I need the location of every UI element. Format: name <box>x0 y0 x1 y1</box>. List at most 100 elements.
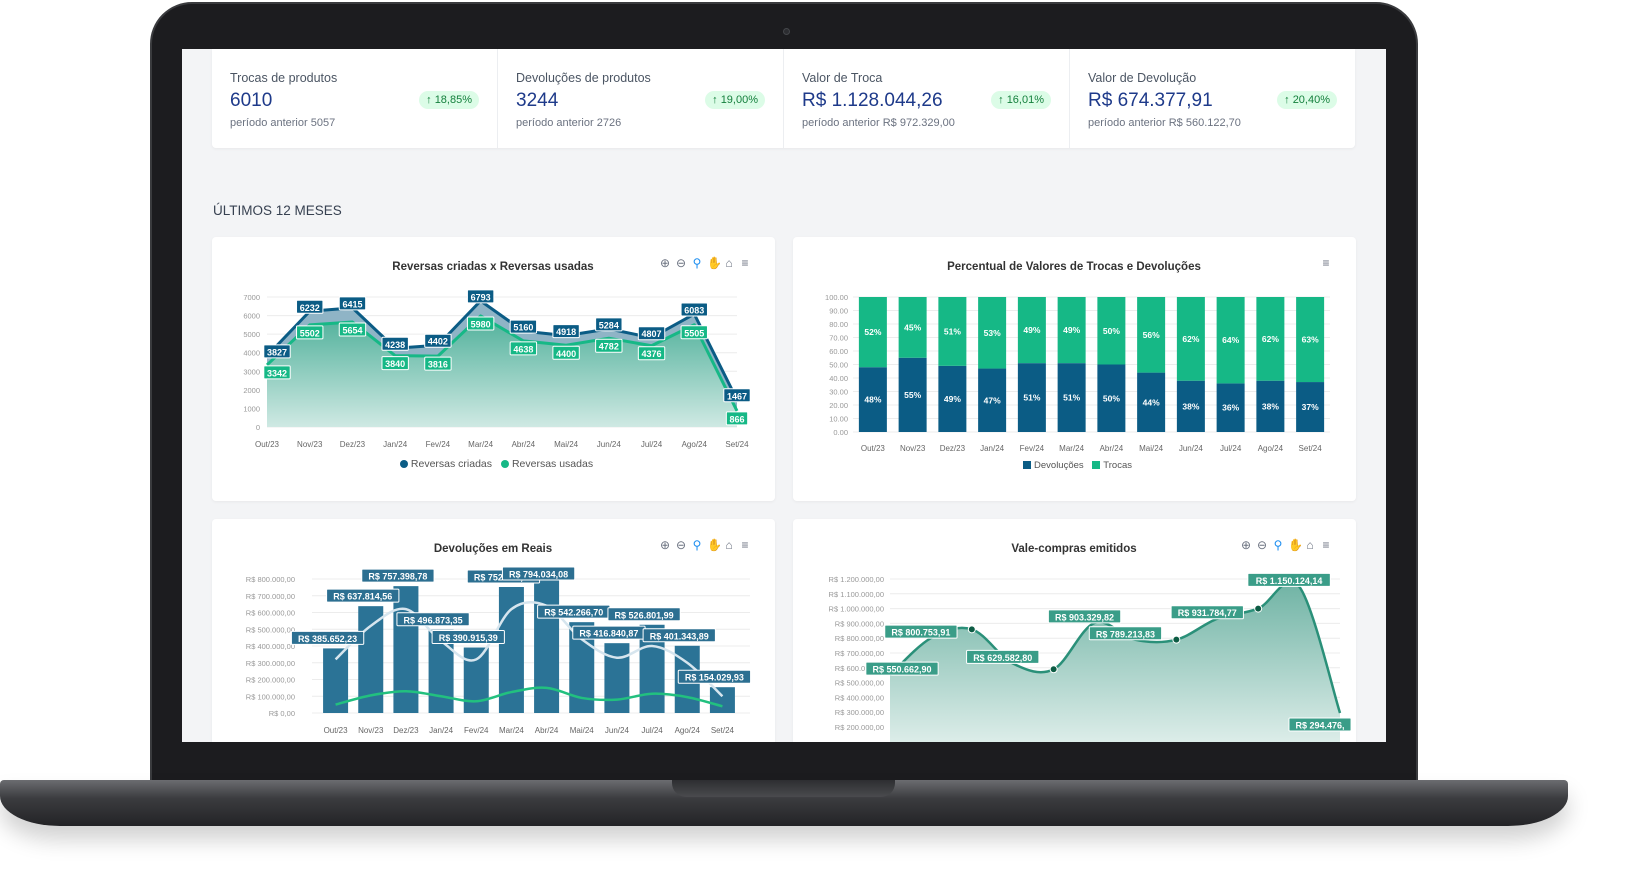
bar-trocas[interactable] <box>1057 297 1086 364</box>
bar-devolucao-reais[interactable] <box>534 579 560 713</box>
bar-devolucoes[interactable] <box>1216 383 1245 432</box>
y-tick-label: R$ 700.000,00 <box>246 592 295 601</box>
data-label-criadas-text: 3827 <box>267 347 287 357</box>
bar-devolucoes[interactable] <box>1137 372 1166 432</box>
data-label-devolucao-text: R$ 385.652,23 <box>298 634 357 644</box>
bar-trocas[interactable] <box>1017 297 1046 364</box>
legend-item[interactable]: Trocas <box>1103 460 1132 471</box>
data-label-devolucao-text: R$ 794.034,08 <box>509 570 568 580</box>
bar-devolucoes[interactable] <box>1057 363 1086 432</box>
y-tick-label: 3000 <box>243 367 260 376</box>
bar-trocas[interactable] <box>1137 297 1166 373</box>
bar-devolucoes[interactable] <box>1017 363 1046 432</box>
bar-trocas[interactable] <box>978 297 1007 369</box>
legend-item[interactable]: Devoluções <box>1034 460 1084 471</box>
bar-devolucoes[interactable] <box>1256 380 1285 432</box>
data-label-criadas-text: 4918 <box>556 327 576 337</box>
pan-hand-icon[interactable]: ✋ <box>707 538 722 552</box>
data-point[interactable] <box>1049 665 1058 674</box>
data-label-criadas: 4807 <box>637 326 666 341</box>
x-tick-label: Set/24 <box>1299 444 1323 453</box>
y-tick-label: R$ 700.000,00 <box>835 649 884 658</box>
kpi-previous: período anterior R$ 972.329,00 <box>802 117 955 129</box>
zoom-out-icon[interactable]: ⊖ <box>675 256 687 270</box>
bar-devolucao-reais[interactable] <box>463 647 489 713</box>
change-badge: ↑ 18,85% <box>419 91 479 109</box>
zoom-in-icon[interactable]: ⊕ <box>1240 538 1252 552</box>
menu-icon[interactable]: ≡ <box>741 538 749 552</box>
bar-devolucao-reais[interactable] <box>604 643 630 713</box>
data-label-criadas: 5284 <box>595 317 623 332</box>
pan-hand-icon[interactable]: ✋ <box>707 256 722 270</box>
data-label-usadas-box <box>595 338 623 353</box>
data-label-usadas: 5502 <box>296 325 324 340</box>
data-label-vale-text: R$ 789.213,83 <box>1096 629 1155 639</box>
legend-item[interactable]: Reversas criadas <box>410 458 493 470</box>
bar-devolucoes[interactable] <box>1176 380 1205 432</box>
x-tick-label: Mar/24 <box>1059 444 1084 453</box>
bar-trocas[interactable] <box>1216 297 1245 384</box>
legend-item[interactable]: Reversas usadas <box>511 458 594 470</box>
bar-trocas[interactable] <box>898 297 927 358</box>
bar-trocas[interactable] <box>1296 297 1325 383</box>
data-label-criadas-box <box>552 324 580 339</box>
home-reset-icon[interactable]: ⌂ <box>1306 538 1314 552</box>
bar-devolucao-reais[interactable] <box>393 586 419 713</box>
bar-trocas[interactable] <box>1097 297 1126 365</box>
selection-zoom-icon[interactable]: ⚲ <box>1273 538 1283 552</box>
data-label-criadas-text: 6083 <box>684 306 704 316</box>
selection-zoom-icon[interactable]: ⚲ <box>692 256 702 270</box>
data-point[interactable] <box>967 625 976 634</box>
data-label-criadas: 6415 <box>338 296 367 311</box>
data-label-vale-text: R$ 903.329,82 <box>1055 612 1114 622</box>
kpi-label: Valor de Devolução <box>1088 71 1197 85</box>
data-label-criadas-text: 5160 <box>513 323 533 333</box>
bar-label: 50% <box>1103 326 1120 336</box>
y-tick-label: 0.00 <box>833 428 848 437</box>
data-label-criadas-text: 6232 <box>300 303 320 313</box>
home-reset-icon[interactable]: ⌂ <box>725 256 733 270</box>
data-label-criadas: 6793 <box>466 289 495 304</box>
selection-zoom-icon[interactable]: ⚲ <box>692 538 702 552</box>
menu-icon[interactable]: ≡ <box>1322 256 1330 270</box>
menu-icon[interactable]: ≡ <box>741 256 749 270</box>
data-label-vale-box <box>1047 609 1122 624</box>
bar-trocas[interactable] <box>1256 297 1285 381</box>
data-point[interactable] <box>1254 604 1263 613</box>
kpi-label: Trocas de produtos <box>230 71 338 85</box>
bar-devolucoes[interactable] <box>858 367 887 432</box>
pan-hand-icon[interactable]: ✋ <box>1288 538 1303 552</box>
x-tick-label: Jan/24 <box>429 726 454 735</box>
zoom-out-icon[interactable]: ⊖ <box>675 538 687 552</box>
menu-icon[interactable]: ≡ <box>1322 538 1330 552</box>
bar-trocas[interactable] <box>858 297 887 368</box>
bar-label: 48% <box>864 395 881 405</box>
data-label-vale: R$ 550.662,90 <box>865 661 939 676</box>
bar-trocas[interactable] <box>1176 297 1205 381</box>
bar-label: 44% <box>1143 397 1160 407</box>
home-reset-icon[interactable]: ⌂ <box>725 538 733 552</box>
bar-devolucoes[interactable] <box>1097 364 1126 433</box>
chart-svg: Percentual de Valores de Trocas e Devolu… <box>825 261 1330 453</box>
bar-devolucoes[interactable] <box>938 365 967 432</box>
bar-devolucoes[interactable] <box>978 368 1007 432</box>
kpi-previous: período anterior R$ 560.122,70 <box>1088 117 1241 129</box>
bar-devolucoes[interactable] <box>898 357 927 432</box>
data-label-usadas: 5654 <box>338 322 367 337</box>
kpi-previous: período anterior 5057 <box>230 117 336 129</box>
data-label-usadas-box <box>381 356 409 371</box>
bar-devolucao-reais[interactable] <box>709 687 735 713</box>
data-point[interactable] <box>1172 635 1181 644</box>
bar-trocas[interactable] <box>938 297 967 366</box>
x-tick-label: Dez/23 <box>393 726 419 735</box>
chart-card-vale-compras: Vale-compras emitidos R$ 200.000,00 R$ 300… <box>793 519 1356 742</box>
zoom-in-icon[interactable]: ⊕ <box>659 256 671 270</box>
data-label-devolucao-box <box>677 669 752 684</box>
x-tick-label: Out/23 <box>324 726 349 735</box>
bar-label: 37% <box>1302 402 1319 412</box>
change-value: 16,01% <box>1006 94 1044 106</box>
zoom-out-icon[interactable]: ⊖ <box>1256 538 1268 552</box>
zoom-in-icon[interactable]: ⊕ <box>659 538 671 552</box>
x-tick-label: Fev/24 <box>1020 444 1045 453</box>
bar-devolucoes[interactable] <box>1296 382 1325 432</box>
